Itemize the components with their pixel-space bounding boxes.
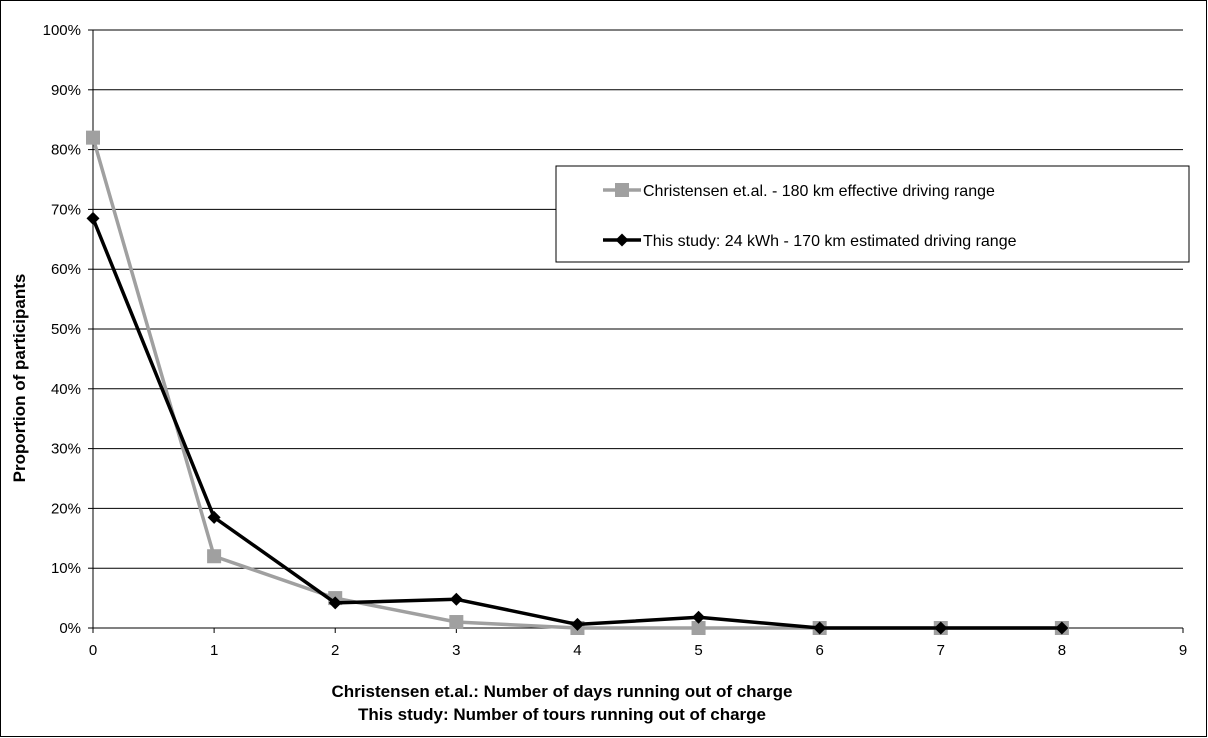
- legend-box: [555, 165, 1190, 263]
- y-tick-label: 10%: [51, 560, 81, 577]
- x-tick-label: 9: [1179, 642, 1187, 659]
- legend-item-1: Christensen et.al. - 180 km effective dr…: [603, 183, 995, 200]
- data-point-square: [207, 549, 222, 564]
- y-tick-label: 100%: [43, 22, 81, 39]
- axes: [92, 30, 1184, 633]
- gridlines: [88, 29, 1183, 629]
- data-point-square: [86, 130, 100, 145]
- series-line: [91, 217, 1062, 630]
- y-axis-title: Proportion of participants: [10, 274, 29, 483]
- y-tick-label: 60%: [51, 261, 81, 278]
- x-tick-label: 6: [815, 642, 823, 659]
- y-tick-label: 0%: [59, 620, 81, 637]
- x-axis-title-line-1: Christensen et.al.: Number of days runni…: [332, 682, 793, 701]
- data-point-diamond: [207, 510, 221, 524]
- x-tick-labels: 0 1 2 3 4 5 6 7 8 9: [89, 642, 1187, 659]
- x-tick-label: 4: [573, 642, 581, 659]
- legend-label: This study: 24 kWh - 170 km estimated dr…: [643, 233, 1017, 250]
- legend-label: Christensen et.al. - 180 km effective dr…: [643, 183, 995, 200]
- x-tick-label: 7: [937, 642, 945, 659]
- data-point-square: [691, 621, 706, 635]
- legend-item-2: This study: 24 kWh - 170 km estimated dr…: [603, 233, 1017, 250]
- data-point-diamond: [328, 596, 342, 610]
- legend-marker-square: [615, 183, 629, 197]
- data-point-diamond: [934, 621, 948, 635]
- y-tick-label: 70%: [51, 201, 81, 218]
- data-point-square: [449, 615, 464, 630]
- y-tick-label: 80%: [51, 142, 81, 159]
- data-point-diamond: [449, 592, 463, 606]
- x-tick-label: 0: [89, 642, 97, 659]
- y-tick-label: 30%: [51, 441, 81, 458]
- x-tick-label: 8: [1058, 642, 1066, 659]
- x-tick-label: 1: [210, 642, 218, 659]
- series-group: [86, 130, 1069, 635]
- data-point-diamond: [692, 610, 706, 624]
- y-tick-label: 40%: [51, 381, 81, 398]
- data-point-diamond: [813, 621, 827, 635]
- data-point-diamond: [86, 211, 100, 225]
- x-tick-label: 3: [452, 642, 460, 659]
- y-tick-label: 20%: [51, 500, 81, 517]
- y-tick-label: 50%: [51, 321, 81, 338]
- x-tick-label: 5: [694, 642, 702, 659]
- y-tick-labels: 0% 10% 20% 30% 40% 50% 60% 70% 80% 90% 100%: [43, 22, 81, 637]
- x-tick-label: 2: [331, 642, 339, 659]
- legend: Christensen et.al. - 180 km effective dr…: [555, 165, 1190, 263]
- y-tick-label: 90%: [51, 82, 81, 99]
- legend-marker-diamond: [615, 233, 629, 247]
- data-point-diamond: [1055, 621, 1069, 635]
- series-2: [86, 211, 1069, 635]
- x-axis-title-line-2: This study: Number of tours running out …: [358, 705, 766, 724]
- data-point-diamond: [570, 617, 584, 631]
